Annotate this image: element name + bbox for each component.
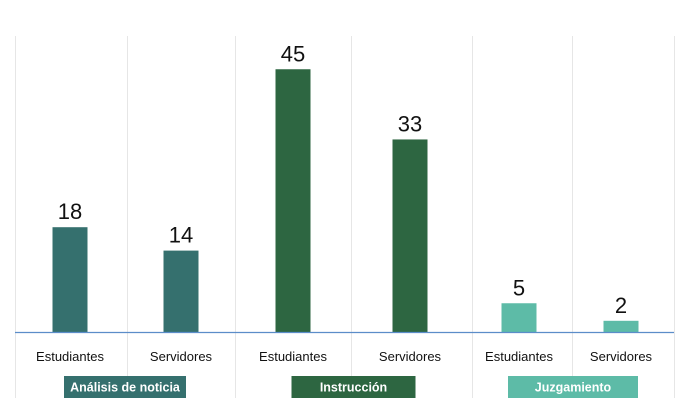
group-label-1: Análisis de noticia <box>70 381 181 395</box>
bar-3-2 <box>603 320 639 333</box>
group-label-box-2 <box>291 376 416 398</box>
category-labels: Estudiantes Servidores Estudiantes Servidor… <box>36 349 653 364</box>
category-label-2-1: Estudiantes <box>259 349 327 364</box>
category-label-1-2: Servidores <box>150 349 213 364</box>
data-label-2-1: 45 <box>281 41 305 66</box>
bar-3-1 <box>501 303 537 333</box>
category-label-2-2: Servidores <box>379 349 442 364</box>
bar-1-2 <box>163 250 199 333</box>
bar-2-1 <box>275 69 311 333</box>
data-label-2-2: 33 <box>398 111 422 136</box>
data-labels: 18 14 45 33 5 2 <box>58 41 627 318</box>
data-label-3-1: 5 <box>513 275 525 300</box>
group-label-2: Instrucción <box>320 381 387 395</box>
category-label-1-1: Estudiantes <box>36 349 104 364</box>
group-label-box-1 <box>64 376 186 398</box>
group-label-3: Juzgamiento <box>535 381 612 395</box>
data-label-1-1: 18 <box>58 199 82 224</box>
data-label-1-2: 14 <box>169 223 193 248</box>
category-separators <box>15 36 675 398</box>
bar-1-1 <box>52 227 88 333</box>
category-label-3-2: Servidores <box>590 349 653 364</box>
bars <box>52 69 639 333</box>
bar-2-2 <box>392 139 428 333</box>
category-label-3-1: Estudiantes <box>485 349 553 364</box>
group-label-box-3 <box>508 376 638 398</box>
group-labels: Análisis de noticia Instrucción Juzgamient… <box>64 376 638 398</box>
data-label-3-2: 2 <box>615 293 627 318</box>
